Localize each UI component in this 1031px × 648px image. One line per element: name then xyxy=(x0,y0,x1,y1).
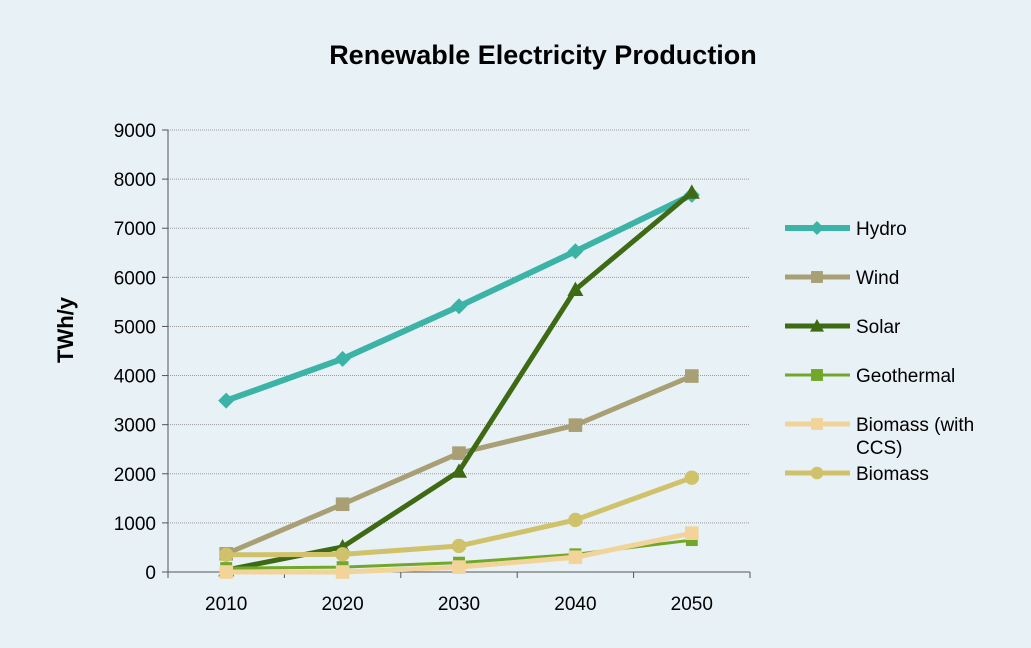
data-point-square xyxy=(335,497,350,512)
y-axis-label: TWh/y xyxy=(53,296,78,363)
data-point-square xyxy=(568,418,583,432)
legend-item: Wind xyxy=(785,268,899,289)
y-tick-label: 5000 xyxy=(114,317,156,338)
data-point-circle xyxy=(451,538,467,554)
data-point-circle xyxy=(219,547,234,563)
data-point-square xyxy=(685,369,699,383)
chart-title: Renewable Electricity Production xyxy=(329,40,757,70)
legend-label: Solar xyxy=(856,317,901,338)
x-tick-label: 2050 xyxy=(671,594,713,615)
data-point-diamond xyxy=(334,350,351,367)
data-point-square xyxy=(811,418,823,430)
axes: 0 1000 2000 3000 4000 5000 6000 7000 8000 9000 201… xyxy=(114,121,751,615)
data-point-triangle xyxy=(810,319,824,332)
gridlines xyxy=(168,129,750,524)
series-line xyxy=(225,192,694,404)
legend-label: Biomass (with CCS) xyxy=(856,415,974,459)
data-point-square xyxy=(811,271,823,283)
legend-item: Geothermal xyxy=(785,366,955,387)
data-point-square xyxy=(452,560,466,574)
data-point-diamond xyxy=(567,243,584,260)
data-point-triangle xyxy=(683,184,700,199)
series-line xyxy=(225,190,694,573)
x-tick-label: 2010 xyxy=(205,594,247,615)
data-point-diamond xyxy=(810,221,824,235)
y-tick-label: 1000 xyxy=(114,514,156,535)
series-biomass-with-ccs xyxy=(219,526,699,579)
x-tick-label: 2030 xyxy=(438,594,480,615)
legend-item: Solar xyxy=(785,317,901,338)
y-tick-label: 3000 xyxy=(114,416,156,437)
data-point-diamond xyxy=(451,298,467,315)
legend-label: Wind xyxy=(856,268,899,289)
data-point-triangle xyxy=(451,463,467,478)
legend-item: Hydro xyxy=(785,219,907,240)
legend-label: Hydro xyxy=(856,219,907,240)
data-point-square xyxy=(568,550,583,565)
series-lines xyxy=(218,184,700,579)
legend: Hydro Wind Solar Geothermal Biomass (with CCS… xyxy=(785,219,974,485)
data-point-square xyxy=(685,526,699,541)
series-biomass xyxy=(219,470,699,563)
x-tick-label: 2040 xyxy=(554,594,596,615)
data-point-circle xyxy=(684,470,699,485)
legend-label: Biomass xyxy=(856,464,929,485)
y-tick-label: 2000 xyxy=(114,465,156,486)
legend-item: Biomass (with CCS) xyxy=(785,415,974,459)
data-point-circle xyxy=(335,547,350,562)
y-tick-label: 6000 xyxy=(114,268,156,289)
x-tick-label: 2020 xyxy=(321,594,363,615)
y-tick-label: 8000 xyxy=(114,170,156,191)
data-point-square xyxy=(685,534,698,547)
y-tick-label: 7000 xyxy=(114,219,156,240)
data-point-triangle xyxy=(567,281,584,297)
data-point-circle xyxy=(810,466,824,480)
y-tick-label: 9000 xyxy=(114,121,156,142)
y-tick-label: 4000 xyxy=(114,367,156,388)
data-point-square xyxy=(219,565,233,579)
data-point-square xyxy=(452,446,466,460)
data-point-diamond xyxy=(218,392,235,409)
data-point-square xyxy=(811,369,823,381)
legend-label: Geothermal xyxy=(856,366,955,387)
data-point-square xyxy=(335,565,350,579)
legend-item: Biomass xyxy=(785,464,929,485)
y-tick-label: 0 xyxy=(145,563,156,584)
data-point-circle xyxy=(568,512,583,528)
